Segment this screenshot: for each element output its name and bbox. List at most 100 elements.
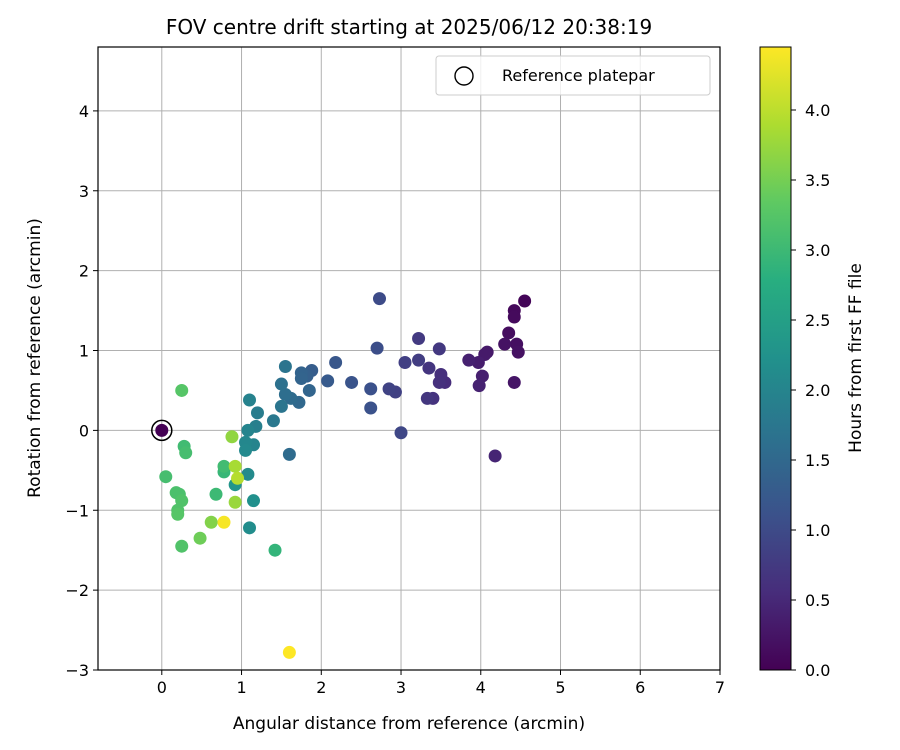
data-point — [175, 383, 189, 397]
colorbar-tick-label: 3.0 — [805, 241, 830, 260]
x-tick-label: 5 — [555, 678, 565, 697]
data-point — [518, 294, 532, 308]
data-point — [420, 391, 434, 405]
data-point — [247, 494, 260, 508]
data-point — [432, 342, 446, 356]
data-point — [422, 361, 436, 375]
data-point — [274, 399, 288, 413]
x-tick-label: 1 — [236, 678, 246, 697]
data-point — [282, 447, 296, 461]
data-point — [382, 382, 396, 396]
data-point — [462, 353, 476, 367]
reference-marker — [151, 419, 173, 442]
colorbar-ticks: 0.0 0.5 1.0 1.5 2.0 2.5 3.0 3.5 4.0 — [791, 101, 830, 680]
data-point — [179, 446, 193, 460]
data-point — [274, 377, 288, 391]
data-point — [329, 355, 343, 369]
colorbar-tick-label: 1.5 — [805, 451, 830, 470]
data-point — [364, 401, 378, 415]
data-point — [239, 443, 253, 457]
y-tick-label: 4 — [79, 102, 89, 121]
y-tick-label: 0 — [79, 421, 89, 440]
x-tick-label: 0 — [157, 678, 167, 697]
data-point — [507, 375, 521, 389]
data-point — [507, 310, 521, 324]
y-axis-ticks: −3 −2 −1 0 1 2 3 4 — [65, 102, 98, 680]
x-tick-label: 7 — [715, 678, 725, 697]
data-point — [204, 515, 218, 529]
x-tick-label: 6 — [635, 678, 645, 697]
chart-title: FOV centre drift starting at 2025/06/12 … — [166, 15, 652, 39]
data-point — [159, 470, 173, 484]
data-point — [282, 645, 296, 659]
data-point — [370, 341, 384, 355]
data-point — [225, 430, 239, 444]
colorbar-title: Hours from first FF file — [846, 263, 866, 453]
data-point — [364, 382, 378, 396]
data-point — [217, 459, 231, 473]
x-tick-label: 3 — [396, 678, 406, 697]
data-point — [231, 471, 245, 485]
data-point — [250, 406, 264, 420]
data-point — [155, 423, 169, 437]
data-point — [209, 487, 223, 501]
x-tick-label: 4 — [476, 678, 486, 697]
data-point — [321, 374, 335, 388]
data-point — [241, 423, 255, 437]
data-point — [294, 371, 308, 385]
data-point — [394, 426, 408, 440]
y-tick-label: 2 — [79, 262, 89, 281]
colorbar-tick-label: 0.0 — [805, 661, 830, 680]
data-point — [432, 375, 446, 389]
y-tick-label: 3 — [79, 182, 89, 201]
x-axis-title: Angular distance from reference (arcmin) — [233, 714, 585, 734]
data-point — [412, 332, 426, 346]
data-point — [302, 383, 316, 397]
colorbar: 0.0 0.5 1.0 1.5 2.0 2.5 3.0 3.5 4.0 Hours from f… — [759, 46, 866, 680]
colorbar-tick-label: 2.5 — [805, 311, 830, 330]
y-tick-label: −2 — [65, 581, 89, 600]
data-point — [502, 326, 516, 340]
data-point — [193, 531, 207, 545]
data-point — [278, 387, 292, 401]
data-point — [171, 507, 185, 521]
legend: Reference platepar — [435, 55, 711, 96]
colorbar-tick-label: 3.5 — [805, 171, 830, 190]
colorbar-tick-label: 4.0 — [805, 101, 830, 120]
data-point — [278, 359, 292, 373]
legend-label: Reference platepar — [502, 66, 655, 85]
data-point — [228, 459, 242, 473]
colorbar-tick-label: 0.5 — [805, 591, 830, 610]
x-axis-ticks: 0 1 2 3 4 5 6 7 — [157, 670, 725, 697]
colorbar-gradient — [759, 46, 792, 671]
data-point — [228, 495, 242, 509]
data-point — [243, 521, 257, 535]
data-point — [498, 337, 512, 351]
data-point — [372, 292, 386, 306]
data-point — [511, 345, 525, 359]
data-point — [266, 414, 280, 428]
x-tick-label: 2 — [316, 678, 326, 697]
data-points — [155, 292, 532, 659]
y-tick-label: −3 — [65, 661, 89, 680]
data-point — [398, 355, 412, 369]
data-point — [412, 353, 426, 367]
data-point — [472, 379, 486, 393]
data-point — [241, 467, 255, 481]
y-axis-title: Rotation from reference (arcmin) — [25, 218, 45, 498]
colorbar-tick-label: 2.0 — [805, 381, 830, 400]
data-point — [243, 393, 257, 407]
data-point — [175, 539, 189, 553]
legend-box — [435, 55, 711, 96]
plot-frame — [97, 46, 721, 671]
data-point — [268, 543, 282, 557]
reference-ring — [151, 419, 173, 442]
y-tick-label: −1 — [65, 501, 89, 520]
legend-marker-icon — [454, 66, 474, 86]
colorbar-tick-label: 1.0 — [805, 521, 830, 540]
data-point — [217, 515, 231, 529]
y-tick-label: 1 — [79, 342, 89, 361]
data-point — [345, 375, 359, 389]
data-point — [488, 449, 502, 463]
